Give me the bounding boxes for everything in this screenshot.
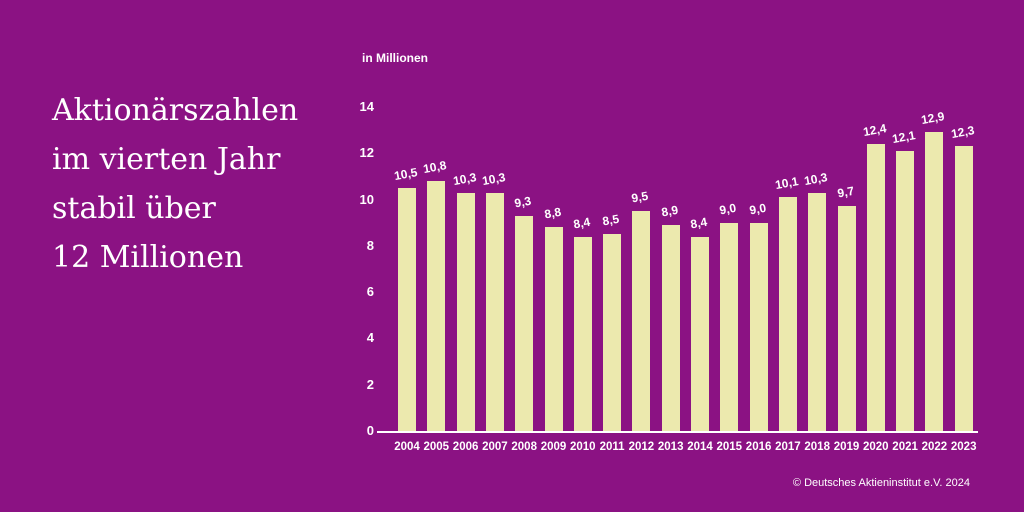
bar-2022 [925, 132, 944, 431]
bar-2008 [515, 215, 534, 431]
bar-2020 [866, 143, 885, 431]
bar-2007 [485, 192, 504, 431]
bar-value-label-2022: 12,9 [920, 109, 946, 128]
x-axis-tick-label-2021: 2021 [892, 441, 918, 453]
x-axis-tick-label-2010: 2010 [570, 441, 596, 453]
x-axis-line [377, 431, 978, 433]
headline-line-4: 12 Millionen [52, 240, 244, 275]
bar-2015 [720, 222, 739, 431]
x-axis-tick-label-2011: 2011 [599, 441, 625, 453]
y-axis-unit-label: in Millionen [362, 51, 428, 65]
x-axis-tick-label-2015: 2015 [716, 441, 743, 453]
bar-2014 [691, 236, 709, 431]
x-axis-tick-label-2007: 2007 [482, 441, 508, 453]
x-axis-tick-label-2008: 2008 [511, 441, 537, 453]
y-axis-tick-label: 8 [366, 237, 374, 253]
x-axis-tick-label-2023: 2023 [950, 441, 977, 453]
bar-2019 [837, 206, 856, 431]
x-axis-tick-label-2019: 2019 [833, 441, 860, 453]
chart-headline: Aktionärszahlen im vierten Jahr stabil ü… [52, 86, 298, 282]
bar-2016 [749, 222, 768, 431]
x-axis-tick-label-2012: 2012 [628, 441, 655, 453]
y-axis-tick-label: 2 [366, 376, 374, 392]
bar-value-label-2019: 9,7 [835, 184, 855, 201]
x-axis-tick-label-2016: 2016 [745, 441, 772, 453]
x-axis-tick-label-2018: 2018 [804, 441, 830, 453]
bar-2023 [954, 146, 973, 431]
y-axis-tick-label: 12 [359, 145, 374, 161]
x-axis-tick-label-2005: 2005 [423, 441, 450, 453]
bar-value-label-2023: 12,3 [949, 123, 976, 142]
bar-2012 [632, 211, 651, 431]
bar-2004 [398, 187, 416, 431]
headline-line-3: stabil über [52, 191, 216, 226]
bar-2013 [661, 224, 680, 431]
bar-value-label-2012: 9,5 [630, 188, 650, 206]
x-axis-tick-label-2022: 2022 [921, 441, 948, 453]
x-axis-tick-label-2014: 2014 [687, 441, 713, 453]
bar-2005 [427, 180, 446, 431]
bar-2006 [456, 192, 475, 431]
y-axis-tick-label: 4 [366, 330, 374, 346]
x-axis-tick-label-2013: 2013 [657, 441, 684, 453]
x-axis-tick-label-2020: 2020 [863, 441, 889, 453]
bar-2017 [778, 197, 797, 431]
headline-line-1: Aktionärszahlen [52, 93, 299, 128]
bar-value-label-2018: 10,3 [803, 169, 829, 188]
bar-2018 [808, 192, 827, 431]
bar-2021 [896, 150, 915, 431]
y-axis-tick-label: 0 [366, 423, 374, 438]
x-axis-tick-label-2017: 2017 [775, 441, 801, 453]
copyright-notice: © Deutsches Aktieninstitut e.V. 2024 [792, 477, 970, 489]
x-axis-tick-label-2006: 2006 [452, 441, 479, 453]
headline-line-2: im vierten Jahr [52, 142, 281, 177]
y-axis-tick-label: 6 [366, 284, 374, 300]
x-axis-tick-label-2009: 2009 [540, 441, 567, 453]
bar-2009 [544, 227, 563, 431]
y-axis-tick-label: 14 [359, 98, 374, 114]
bar-2011 [603, 234, 622, 431]
x-axis-tick-label-2004: 2004 [394, 441, 420, 453]
y-axis-tick-label: 10 [359, 191, 374, 207]
bar-2010 [573, 236, 592, 431]
